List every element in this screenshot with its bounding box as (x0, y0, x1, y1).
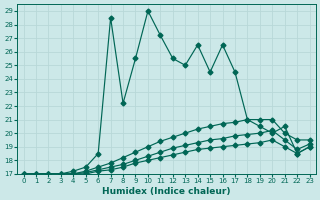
X-axis label: Humidex (Indice chaleur): Humidex (Indice chaleur) (102, 187, 231, 196)
